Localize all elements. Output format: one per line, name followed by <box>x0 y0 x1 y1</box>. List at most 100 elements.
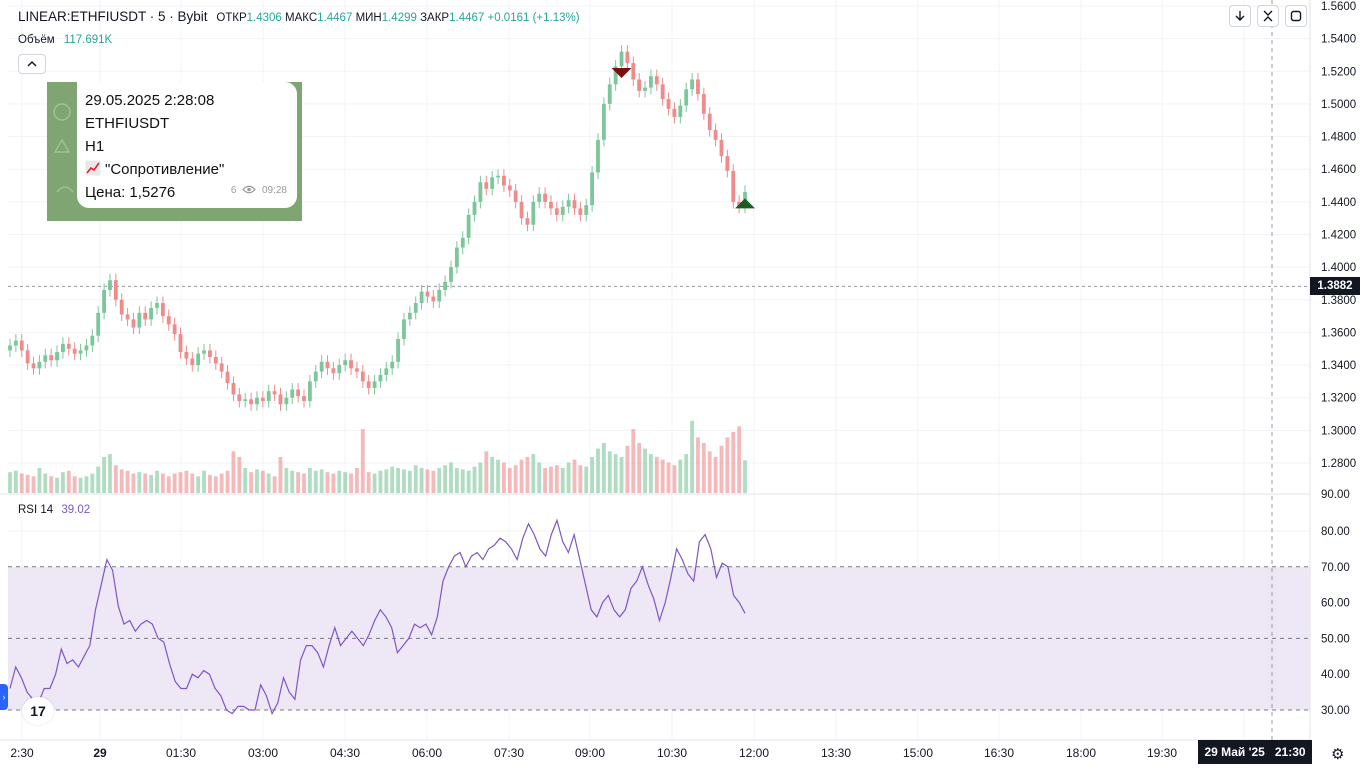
volume-bar <box>390 466 395 493</box>
candle-body <box>119 299 124 315</box>
candle-body <box>413 303 418 313</box>
volume-legend[interactable]: Объём 117.691K <box>18 34 112 46</box>
volume-bar <box>96 466 101 493</box>
volume-bar <box>578 465 583 493</box>
price-tick-label: 1.5200 <box>1321 66 1356 78</box>
candle-body <box>278 394 283 405</box>
open-label: ОТКР <box>216 12 247 24</box>
volume-bar <box>284 468 289 493</box>
volume-bar <box>672 465 677 493</box>
signal-level: "Сопротивление" <box>85 158 289 181</box>
volume-bar <box>649 454 653 493</box>
candle-body <box>325 361 330 369</box>
signal-card: 29.05.2025 2:28:08 ETHFIUSDT H1 "Сопроти… <box>77 82 297 208</box>
price-tick-label: 1.4200 <box>1321 230 1356 242</box>
volume-bar <box>84 476 89 493</box>
candle-body <box>125 314 130 320</box>
collapse-legend-button[interactable] <box>18 54 46 74</box>
price-tick-label: 1.4000 <box>1321 262 1356 274</box>
volume-bar <box>66 470 71 493</box>
candle-body <box>78 350 83 354</box>
volume-bar <box>149 474 154 493</box>
volume-bar <box>355 468 359 493</box>
candle-body <box>666 99 671 109</box>
tradingview-logo-icon[interactable]: 17 <box>22 697 54 725</box>
volume-bar <box>684 454 689 493</box>
crosshair-time: 21:30 <box>1274 745 1306 759</box>
signal-time: 09:28 <box>261 185 287 196</box>
rsi-legend[interactable]: RSI 14 39.02 <box>18 504 90 516</box>
volume-bar <box>61 472 65 493</box>
volume-bar <box>572 459 577 493</box>
candle-body <box>31 363 36 369</box>
expand-sidebar-button[interactable]: › <box>0 684 8 710</box>
volume-bar <box>743 460 747 493</box>
volume-bar <box>360 429 365 493</box>
collapse-pane-button[interactable] <box>1257 5 1279 27</box>
volume-bar <box>307 468 312 493</box>
candle-body <box>219 363 224 372</box>
move-down-button[interactable] <box>1229 5 1251 27</box>
rsi-tick-label: 90.00 <box>1321 489 1350 501</box>
time-tick-label: 19:30 <box>1147 746 1177 760</box>
time-tick-label: 10:30 <box>657 746 687 760</box>
volume-bar <box>137 472 142 493</box>
volume-bar <box>102 456 106 493</box>
eye-icon <box>242 185 257 194</box>
volume-bar <box>90 473 95 493</box>
high-value: 1.4467 <box>317 12 353 24</box>
volume-bar <box>637 443 642 493</box>
volume-bar <box>272 476 277 493</box>
volume-bar <box>519 459 524 493</box>
volume-bar <box>260 470 265 493</box>
signal-datetime: 29.05.2025 2:28:08 <box>85 92 215 109</box>
volume-bar <box>290 470 295 493</box>
time-tick-label: 09:00 <box>575 746 605 760</box>
candle-body <box>8 345 12 351</box>
volume-bar <box>337 470 342 493</box>
candle-body <box>84 345 89 351</box>
candle-body <box>578 208 583 215</box>
time-tick-label: 15:00 <box>903 746 933 760</box>
volume-bar <box>707 451 712 493</box>
volume-bar <box>178 472 183 493</box>
candle-body <box>249 399 253 405</box>
candle-body <box>137 312 142 328</box>
price-tick-label: 1.5000 <box>1321 99 1356 111</box>
candle-body <box>225 371 230 384</box>
candle-body <box>472 201 477 215</box>
volume-bar <box>155 470 159 493</box>
volume-bar <box>413 465 418 493</box>
signal-views: 6 <box>230 185 237 196</box>
volume-bar <box>696 437 700 493</box>
symbol-legend[interactable]: LINEAR:ETHFIUSDT · 5 · Bybit ОТКР1.4306 … <box>18 9 580 24</box>
signal-level-name: "Сопротивление" <box>105 161 225 178</box>
rsi-tick-label: 80.00 <box>1321 526 1350 538</box>
volume-bar <box>231 451 236 493</box>
volume-bar <box>37 468 42 493</box>
candle-body <box>637 79 642 91</box>
volume-bar <box>713 456 718 493</box>
volume-bar <box>513 465 518 493</box>
candle-body <box>596 139 600 173</box>
maximize-pane-button[interactable] <box>1285 5 1307 27</box>
candle-body <box>613 66 618 85</box>
settings-gear-icon[interactable]: ⚙ <box>1331 746 1345 763</box>
candle-body <box>649 76 653 88</box>
candle-body <box>672 108 677 117</box>
volume-bar <box>243 468 248 493</box>
candle-body <box>554 208 559 215</box>
price-tick-label: 1.4600 <box>1321 164 1356 176</box>
candle-body <box>61 343 65 353</box>
rsi-tick-label: 40.00 <box>1321 669 1350 681</box>
candle-body <box>525 218 530 225</box>
volume-bar <box>31 476 36 493</box>
volume-bar <box>631 429 636 493</box>
volume-bar <box>460 469 465 493</box>
volume-bar <box>737 426 742 493</box>
candle-body <box>660 84 665 100</box>
volume-label: Объём <box>18 34 55 46</box>
volume-bar <box>419 468 424 493</box>
volume-bar <box>490 456 495 493</box>
